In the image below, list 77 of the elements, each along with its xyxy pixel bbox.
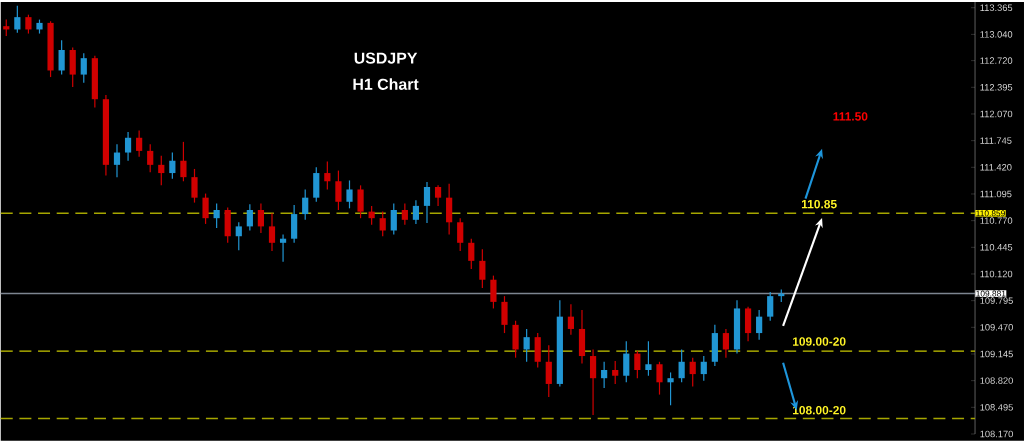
candlestick [390,202,397,236]
y-tick-label: 108.820 [980,377,1013,385]
candlestick [302,189,309,221]
candlestick [612,360,619,385]
annotation: 108.00-20 [792,406,846,415]
y-tick-label: 108.170 [980,430,1013,438]
candlestick [423,181,431,224]
candlestick [202,193,209,225]
y-tick-label: 111.420 [980,164,1012,171]
y-tick-label: 112.720 [980,57,1013,65]
candlestick [767,291,774,322]
candlestick [501,295,508,334]
candlestick [479,248,486,289]
candlestick [169,152,176,180]
annotation: 109.00-20 [792,337,846,346]
candlestick [678,349,685,384]
y-tick-label: 110.445 [980,244,1013,251]
candlestick [158,155,165,187]
y-tick-label: 109.470 [980,324,1013,331]
candlestick [412,199,420,225]
candlestick [268,212,276,252]
text: USDJPY [354,52,418,64]
candlestick [191,168,198,204]
y-tick-label: 110.770 [980,217,1013,225]
y-tick-label: 109.795 [980,297,1013,305]
candlestick [279,234,287,263]
candlestick [14,5,21,34]
candlestick [667,371,674,407]
y-tick-label: 108.495 [980,404,1013,411]
candlestick [756,309,763,341]
candlestick [379,211,386,237]
y-tick-label: 111.095 [980,190,1012,198]
y-tick-label: 111.745 [980,137,1012,145]
ref-line-label: 109.881 [976,290,1006,297]
y-tick-label: 112.070 [980,110,1013,118]
candlestick [623,340,630,384]
candlestick [357,184,364,219]
candlestick [545,344,552,398]
candlestick [457,217,464,252]
candlestick [589,349,597,416]
candlestick [468,238,475,270]
candlestick [335,170,342,211]
candlestick [567,303,575,336]
candlestick [634,350,641,379]
candlestick [25,14,32,35]
y-tick-label: 112.395 [980,84,1013,91]
candlestick [346,179,353,210]
candlestick [113,143,121,178]
candlestick [700,355,707,382]
text: H1 Chart [353,78,419,91]
candlestick [58,39,65,76]
candlestick [136,129,143,158]
y-tick-label: 110.120 [980,270,1013,278]
y-tick-label: 109.145 [980,350,1013,358]
candlestick [246,203,253,232]
candlestick [601,361,608,389]
candlestick [401,202,408,226]
candlestick [523,328,530,363]
annotation: 110.85 [801,200,837,209]
candlestick [124,131,132,162]
candlestick [324,161,331,191]
candlestick [645,340,652,377]
ref-line-label: 110.859 [976,210,1005,217]
y-tick-label: 113.365 [980,4,1013,12]
candlestick [80,52,87,84]
candlestick [257,202,265,234]
candlestick [180,141,187,182]
candlestick [490,275,497,310]
candlestick [656,361,663,396]
annotation: 111.50 [833,112,868,121]
y-tick-label: 113.040 [980,31,1013,38]
candlestick [434,184,442,207]
candlestick [722,328,730,359]
candlestick [235,221,242,251]
candlestick [213,202,220,229]
candlestick [689,357,696,388]
candlestick [147,143,154,173]
